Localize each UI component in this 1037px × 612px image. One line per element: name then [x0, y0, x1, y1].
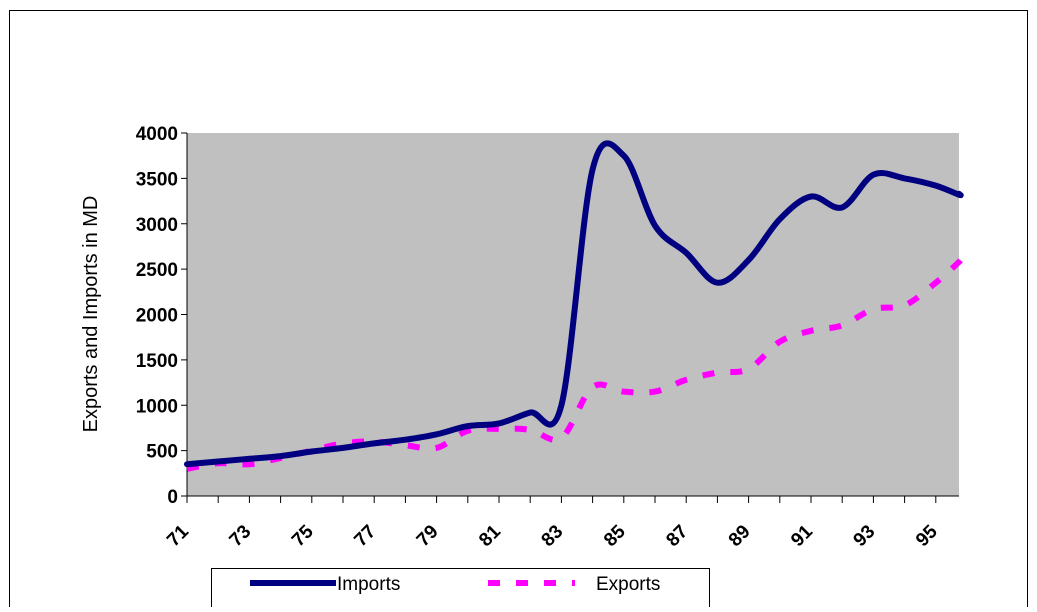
series-line-imports [184, 140, 964, 468]
y-tick-label: 1500 [136, 351, 178, 372]
legend-label-exports: Exports [596, 574, 660, 595]
legend-box [211, 568, 710, 612]
series-line-exports [186, 256, 964, 472]
y-tick-label: 0 [167, 487, 178, 508]
y-tick-label: 500 [146, 442, 178, 463]
y-tick-label: 1000 [136, 396, 178, 417]
y-tick-label: 3000 [136, 215, 178, 236]
legend: Imports Exports [211, 568, 710, 612]
y-tick-label: 2000 [136, 306, 178, 327]
y-tick-label: 4000 [136, 124, 178, 145]
series-layer [184, 140, 964, 472]
legend-label-imports: Imports [337, 574, 400, 595]
y-tick-label: 3500 [136, 169, 178, 190]
y-tick-label: 2500 [136, 260, 178, 281]
y-axis-title: Exports and Imports in MD [80, 196, 102, 433]
y-axis: 0 500 1000 1500 2000 2500 3000 3500 4000 [136, 124, 188, 508]
